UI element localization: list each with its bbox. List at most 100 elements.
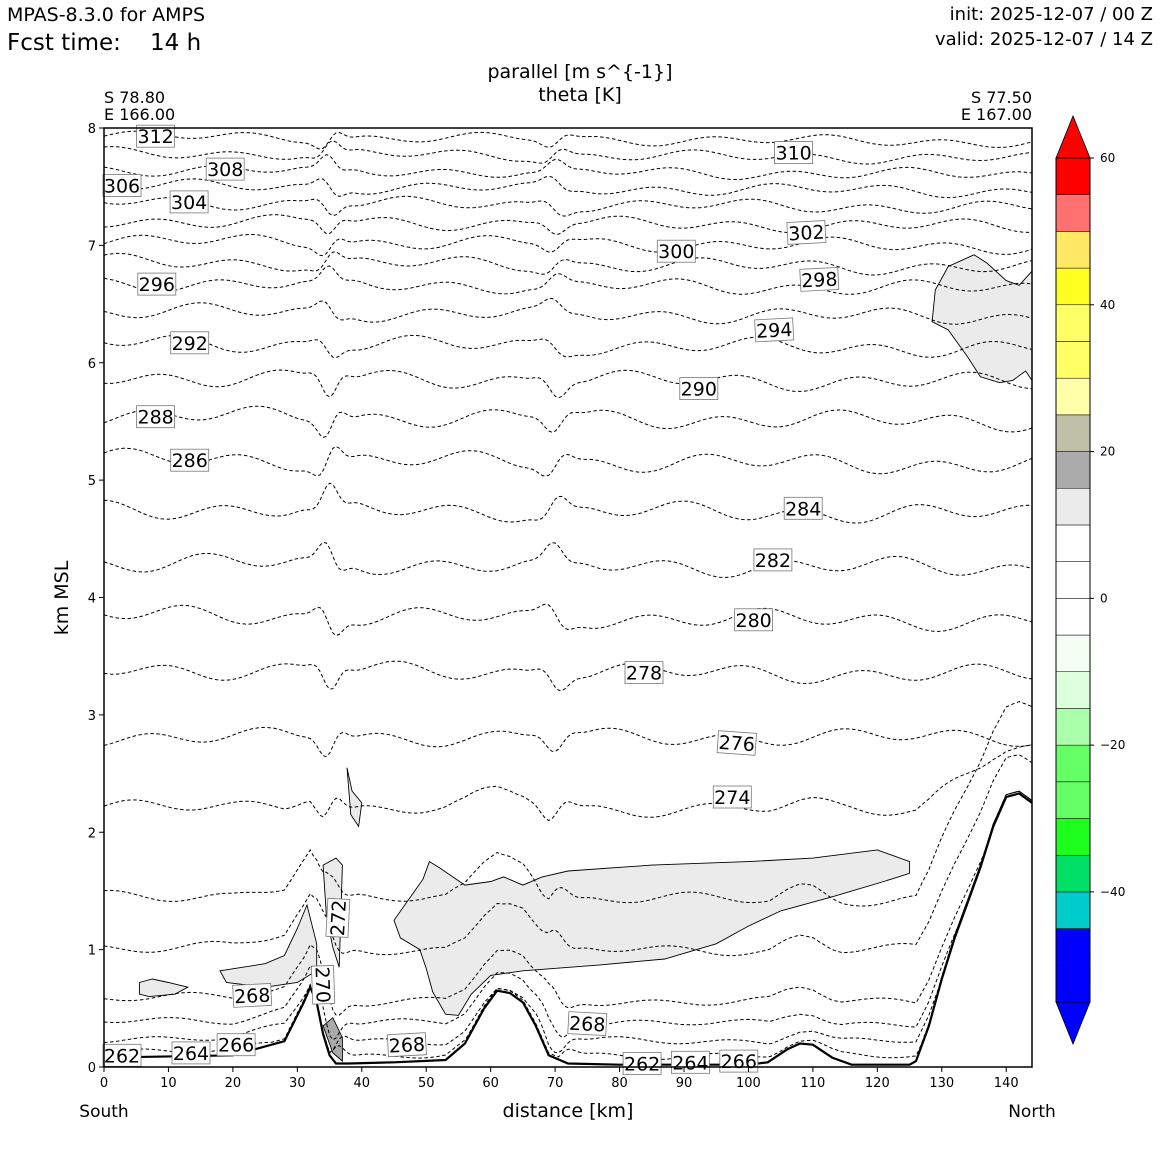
theta-contour-298 (104, 251, 1032, 276)
colorbar-band (1055, 304, 1091, 342)
contour-label-text: 264 (173, 1043, 209, 1065)
colorbar-band (1055, 341, 1091, 379)
colorbar-band (1055, 231, 1091, 269)
colorbar-band (1055, 451, 1091, 489)
contour-label-text: 266 (721, 1051, 757, 1073)
contour-label-box (753, 548, 793, 572)
colorbar-band (1055, 854, 1091, 893)
theta-contour-278 (104, 660, 1032, 692)
theta-contour-276 (104, 726, 1032, 758)
contour-label-text: 274 (714, 787, 750, 809)
fcst-time-label: Fcst time: (7, 30, 121, 56)
y-tick-label: 5 (88, 474, 96, 489)
theta-contour-282 (104, 541, 1032, 578)
colorbar-band (1055, 634, 1091, 672)
chart-title-line2: theta [K] (538, 84, 622, 106)
contour-label-306: 306 (102, 174, 142, 198)
contour-label-298: 298 (799, 267, 840, 292)
contour-label-text: 290 (681, 379, 717, 401)
wind-region-5-10 (346, 767, 363, 828)
contour-label-text: 276 (718, 732, 756, 756)
right-lat: S 77.50 (971, 88, 1032, 107)
contour-label-box (170, 448, 210, 472)
y-tick-label: 1 (88, 944, 96, 959)
contour-label-264: 264 (171, 1041, 211, 1065)
x-tick-label: 20 (225, 1076, 242, 1091)
x-tick-label: 100 (736, 1076, 761, 1091)
colorbar-band (1055, 377, 1091, 416)
colorbar-tick-label: −20 (1100, 738, 1125, 752)
contour-label-268: 268 (232, 983, 273, 1008)
contour-label-text: 278 (626, 663, 662, 685)
contour-label-304: 304 (169, 190, 209, 214)
model-title: MPAS-8.3.0 for AMPS (7, 4, 206, 26)
contour-label-294: 294 (754, 317, 795, 343)
theta-contour-294 (104, 297, 1032, 325)
contour-label-text: 304 (171, 192, 207, 214)
contour-label-text: 298 (801, 268, 838, 292)
colorbar-extend-min (1055, 1001, 1091, 1046)
contour-label-box (622, 1052, 662, 1075)
theta-contour-290 (104, 369, 1032, 399)
theta-contour-270 (104, 754, 1032, 957)
y-tick-label: 8 (88, 122, 96, 137)
contour-label-box (734, 608, 773, 632)
contour-label-300: 300 (656, 239, 696, 263)
right-lon: E 167.00 (961, 105, 1032, 124)
theta-contour-312 (104, 130, 1032, 150)
contour-label-box (774, 141, 813, 165)
contour-label-box (799, 267, 840, 292)
colorbar-band (1055, 414, 1091, 452)
contour-label-box (325, 897, 351, 938)
x-tick-label: 140 (994, 1076, 1019, 1091)
contour-label-text: 310 (775, 143, 811, 165)
valid-time: valid: 2025-12-07 / 14 Z (935, 29, 1153, 50)
wind-region-5-10 (393, 849, 911, 1016)
contour-label-text: 306 (104, 176, 140, 198)
theta-contour-272 (104, 701, 1032, 907)
contour-label-text: 262 (104, 1045, 140, 1067)
x-tick-label: 30 (289, 1076, 306, 1091)
contour-label-288: 288 (136, 405, 176, 429)
y-tick-label: 0 (88, 1061, 96, 1076)
contour-label-text: 262 (624, 1054, 660, 1076)
x-tick-label: 110 (800, 1076, 825, 1091)
contour-label-312: 312 (136, 124, 176, 148)
x-tick-label: 50 (418, 1076, 435, 1091)
colorbar-band (1055, 781, 1091, 819)
colorbar-band (1055, 744, 1091, 783)
theta-contour-262 (104, 790, 1032, 1060)
right-direction: North (1008, 1102, 1056, 1122)
contour-label-270: 270 (310, 965, 336, 1005)
contour-label-box (205, 157, 245, 181)
fcst-time-value: 14 h (150, 30, 202, 56)
theta-contour-284 (104, 482, 1032, 524)
theta-contour-274 (104, 744, 1032, 822)
colorbar-extend-max (1055, 114, 1091, 159)
contour-label-text: 302 (788, 222, 825, 246)
y-tick-label: 4 (88, 592, 96, 607)
contour-label-272: 272 (325, 897, 351, 938)
contour-label-box (783, 496, 823, 520)
y-axis-label: km MSL (51, 560, 73, 635)
x-tick-label: 130 (929, 1076, 954, 1091)
theta-contour-264 (104, 790, 1032, 1054)
contour-label-text: 268 (388, 1034, 425, 1058)
colorbar-band (1055, 194, 1091, 232)
theta-contour-308 (104, 154, 1032, 180)
contour-label-box (232, 983, 273, 1008)
contour-label-text: 268 (234, 984, 271, 1008)
colorbar-band (1055, 671, 1091, 709)
contour-label-box (171, 1041, 211, 1065)
y-tick-label: 6 (88, 357, 96, 372)
colorbar-tick-label: −40 (1100, 885, 1125, 899)
x-tick-label: 0 (100, 1076, 108, 1091)
contour-label-box (169, 190, 209, 214)
y-tick-label: 2 (88, 826, 96, 841)
colorbar-band (1055, 561, 1091, 599)
theta-contour-286 (104, 445, 1032, 477)
contour-label-box (170, 331, 210, 355)
colorbar-tick-label: 20 (1100, 445, 1115, 459)
contour-label-box (671, 1050, 710, 1074)
init-time: init: 2025-12-07 / 00 Z (949, 4, 1153, 25)
